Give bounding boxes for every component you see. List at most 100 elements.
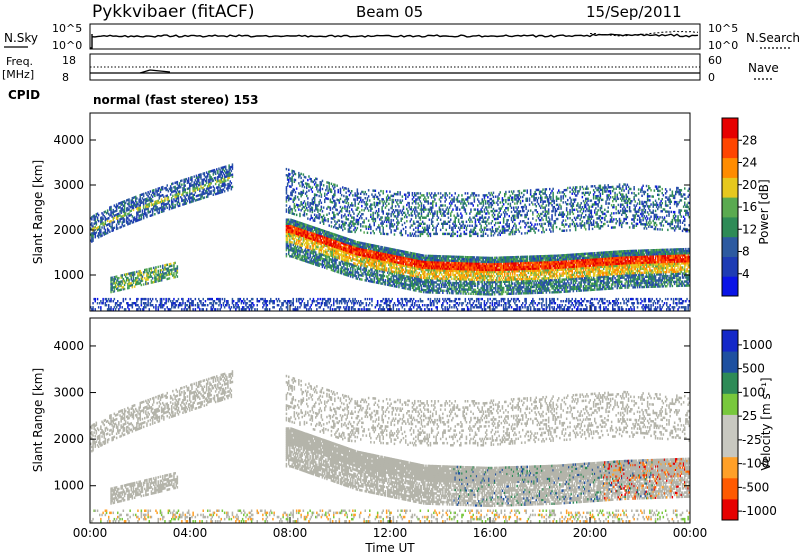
power-cell <box>111 286 113 289</box>
power-cell <box>214 170 217 173</box>
power-cell <box>371 203 373 206</box>
power-cell <box>193 193 195 196</box>
power-cell <box>91 228 93 231</box>
power-cell <box>185 304 188 307</box>
power-cell <box>195 180 198 184</box>
power-cell <box>160 210 163 213</box>
power-cell <box>286 236 289 240</box>
nsearch-tick-low: 10^0 <box>708 39 738 52</box>
power-cell <box>158 273 161 276</box>
power-cell <box>175 197 177 200</box>
power-cell <box>436 306 438 309</box>
power-cell <box>117 300 119 303</box>
power-cell <box>137 211 139 214</box>
power-cell <box>342 206 344 209</box>
power-cell <box>208 188 210 192</box>
power-cell <box>187 177 190 180</box>
power-cell <box>403 274 406 278</box>
power-cell <box>354 240 356 243</box>
power-cell <box>102 302 104 305</box>
power-cell <box>175 300 177 303</box>
power-cell <box>222 178 225 181</box>
power-cell <box>146 272 148 275</box>
power-cell <box>204 175 207 179</box>
power-cell <box>132 220 135 224</box>
power-cell <box>192 304 194 307</box>
power-cell <box>120 276 122 279</box>
power-cell <box>159 206 162 210</box>
power-cell <box>254 308 256 311</box>
power-cell <box>231 297 234 301</box>
power-cell <box>177 196 180 200</box>
power-cell <box>124 201 127 205</box>
power-cell <box>177 184 180 187</box>
power-cell <box>128 204 130 207</box>
power-cell <box>155 306 157 309</box>
power-cell <box>147 211 149 214</box>
power-cell <box>142 302 145 305</box>
power-cell <box>157 273 159 277</box>
power-cell <box>347 202 350 205</box>
power-cell <box>126 199 128 202</box>
power-cell <box>165 300 167 303</box>
power-cell <box>105 304 108 307</box>
power-cell <box>92 308 94 311</box>
power-cell <box>151 297 154 301</box>
power-cell <box>325 248 327 251</box>
power-cell <box>306 194 308 198</box>
power-cell <box>110 300 112 303</box>
power-cell <box>435 202 437 205</box>
power-cell <box>138 216 140 220</box>
power-cell <box>132 204 135 208</box>
power-cell <box>193 189 195 192</box>
power-cell <box>309 297 311 301</box>
power-cell <box>119 302 121 305</box>
power-cell <box>182 187 184 190</box>
power-cell <box>146 207 148 211</box>
power-cell <box>117 287 119 290</box>
power-cell <box>182 203 184 206</box>
power-cell <box>174 206 176 209</box>
power-cell <box>166 269 168 273</box>
power-cell <box>123 273 126 276</box>
power-cell <box>313 213 316 216</box>
power-cell <box>114 209 117 213</box>
power-cell <box>198 188 200 191</box>
power-cell <box>307 300 309 303</box>
power-cell <box>436 210 438 213</box>
power-cell <box>186 304 189 307</box>
power-cell <box>207 173 209 176</box>
power-cell <box>193 183 195 186</box>
power-cell <box>307 201 309 204</box>
power-cell <box>114 308 117 311</box>
power-cell <box>106 209 109 212</box>
power-cell <box>221 166 224 169</box>
power-cell <box>181 197 183 200</box>
power-cell <box>167 196 170 199</box>
power-cell <box>316 308 318 311</box>
power-cell <box>208 172 210 176</box>
power-cell <box>111 278 113 281</box>
power-cell <box>420 308 423 311</box>
power-cell <box>307 252 309 256</box>
power-cell <box>252 306 254 309</box>
power-cell <box>139 214 141 217</box>
power-cell <box>424 308 426 311</box>
power-cell <box>180 179 182 183</box>
power-cell <box>183 200 185 204</box>
power-cell <box>115 203 118 206</box>
power-cell <box>199 189 201 193</box>
power-cell <box>122 200 125 203</box>
power-cell <box>133 202 136 205</box>
power-cell <box>91 218 93 221</box>
power-cell <box>306 206 308 210</box>
power-cell <box>145 200 147 203</box>
power-cell <box>109 224 111 227</box>
power-cell <box>382 230 384 233</box>
power-cell <box>410 308 413 311</box>
power-cell <box>412 306 415 309</box>
power-cell <box>207 304 209 307</box>
power-cell <box>363 306 365 309</box>
power-cell <box>138 282 140 285</box>
power-cell <box>354 262 356 265</box>
